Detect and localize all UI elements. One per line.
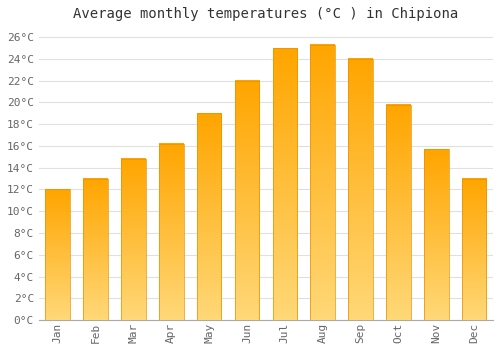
Bar [386,105,410,320]
Bar [121,159,146,320]
Bar [310,45,335,320]
Bar [424,149,448,320]
Bar [46,189,70,320]
Bar [234,81,260,320]
Bar [348,59,373,320]
Bar [462,178,486,320]
Bar [462,178,486,320]
Bar [424,149,448,320]
Title: Average monthly temperatures (°C ) in Chipiona: Average monthly temperatures (°C ) in Ch… [74,7,458,21]
Bar [159,144,184,320]
Bar [46,189,70,320]
Bar [159,144,184,320]
Bar [84,178,108,320]
Bar [348,59,373,320]
Bar [272,48,297,320]
Bar [272,48,297,320]
Bar [121,159,146,320]
Bar [197,113,222,320]
Bar [386,105,410,320]
Bar [234,81,260,320]
Bar [197,113,222,320]
Bar [310,45,335,320]
Bar [84,178,108,320]
